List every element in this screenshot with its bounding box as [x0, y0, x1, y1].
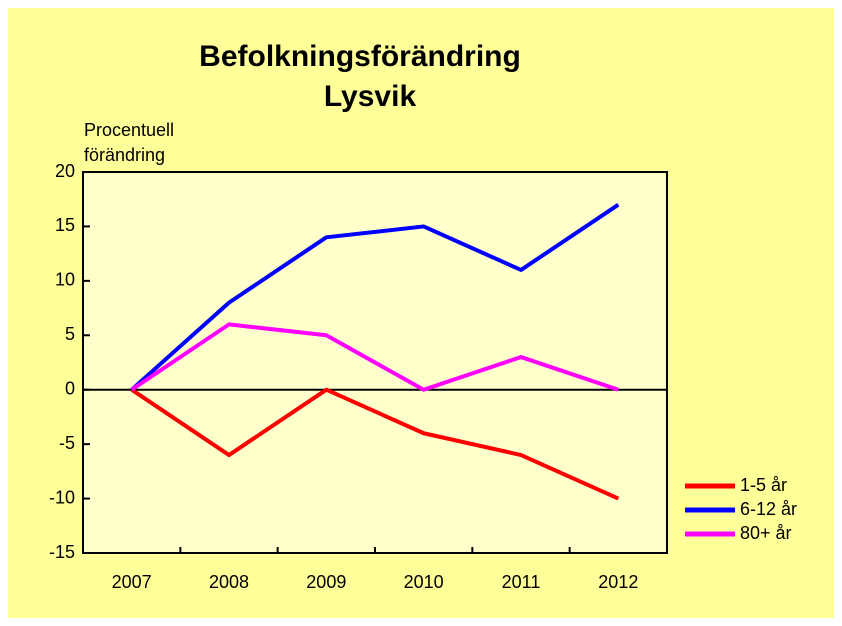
x-tick-label: 2008	[209, 572, 249, 592]
y-tick-label: -15	[49, 542, 75, 562]
x-tick-label: 2007	[112, 572, 152, 592]
legend-label: 6-12 år	[740, 499, 797, 519]
y-axis-label: förändring	[84, 145, 165, 165]
x-tick-label: 2010	[404, 572, 444, 592]
series-line	[130, 202, 620, 392]
legend-label: 1-5 år	[740, 475, 787, 495]
series-line	[130, 322, 619, 392]
x-tick-label: 2009	[306, 572, 346, 592]
x-tick-label: 2012	[598, 572, 638, 592]
y-tick-label: 0	[65, 378, 75, 398]
x-tick-label: 2011	[502, 572, 541, 592]
y-tick-label: 5	[65, 324, 75, 344]
series-line	[130, 387, 620, 501]
y-tick-label: -10	[49, 487, 75, 507]
y-tick-label: 20	[55, 161, 75, 181]
y-tick-label: 10	[55, 270, 75, 290]
chart-title: Lysvik	[324, 80, 417, 113]
y-tick-label: -5	[59, 433, 75, 453]
y-tick-label: 15	[55, 215, 75, 235]
legend-label: 80+ år	[740, 523, 792, 543]
chart-title: Befolkningsförändring	[199, 40, 521, 73]
y-axis-label: Procentuell	[84, 120, 174, 140]
